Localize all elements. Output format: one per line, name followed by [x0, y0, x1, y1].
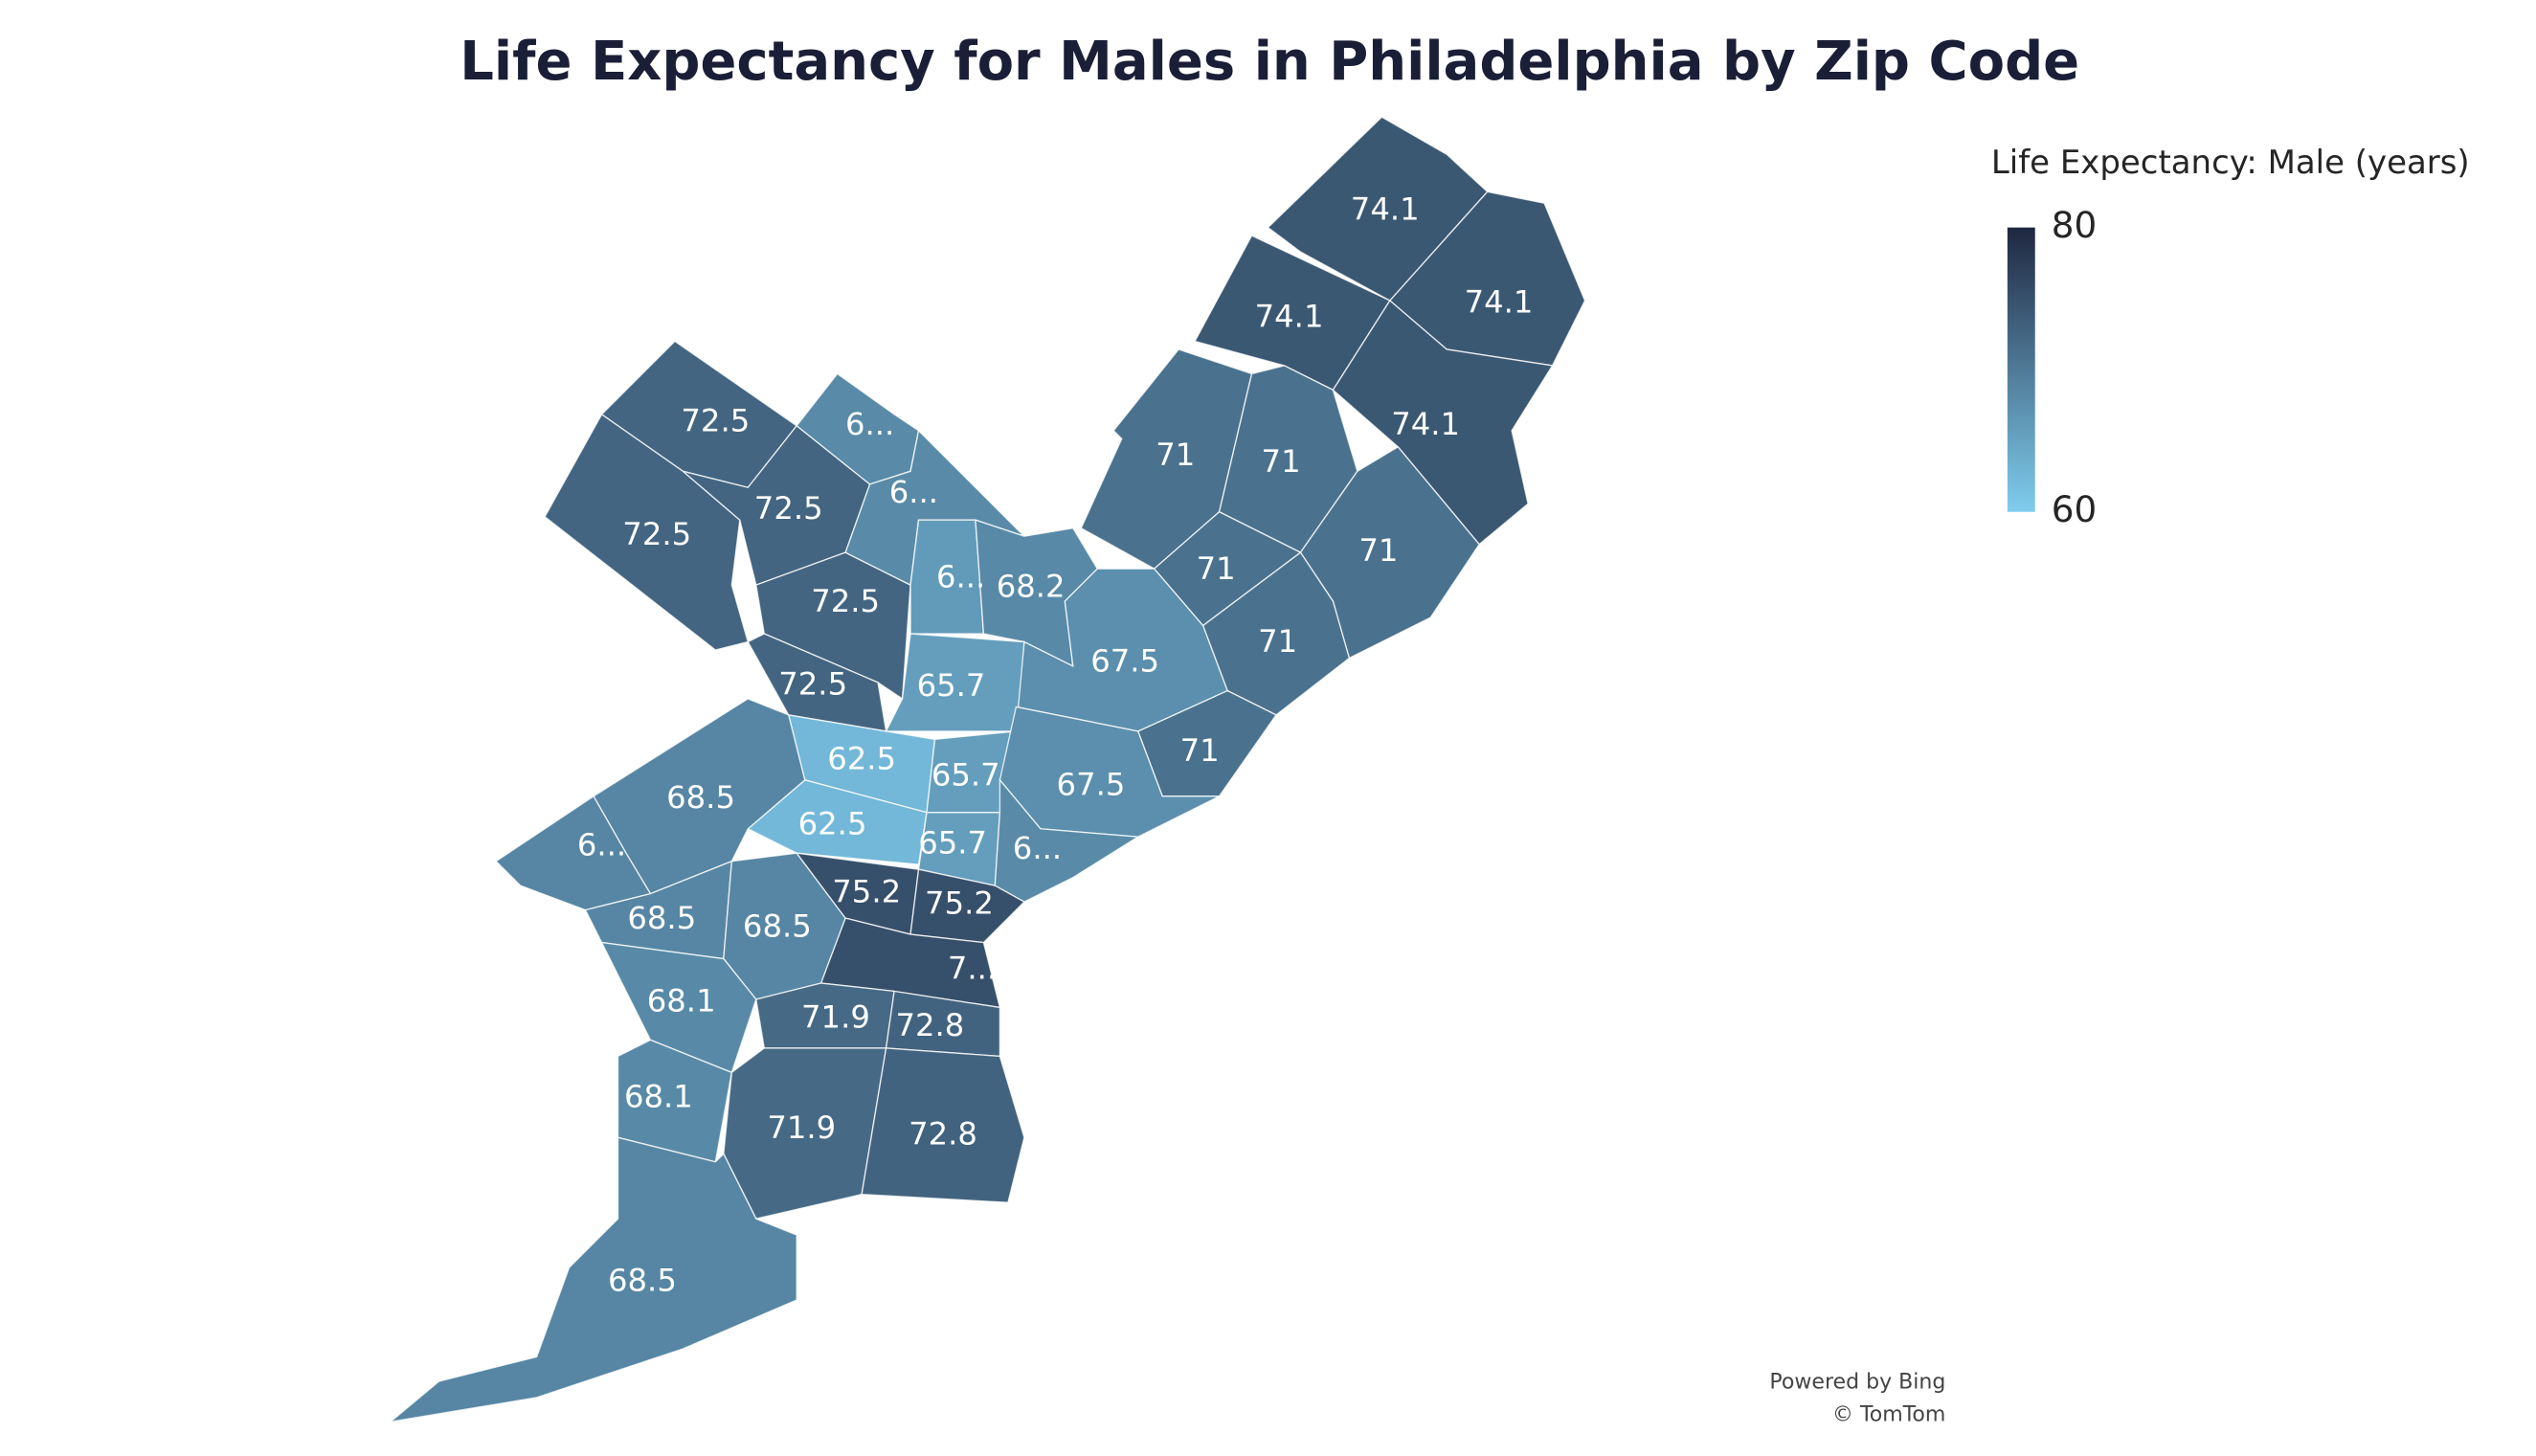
region-label: 71	[1197, 550, 1236, 587]
zip-region	[617, 1039, 733, 1163]
region-label: 68.5	[743, 907, 812, 944]
zip-region	[1015, 568, 1228, 732]
region-label: 6...	[889, 474, 938, 510]
region-label: 71	[1180, 732, 1220, 769]
zip-region	[885, 633, 1025, 732]
region-label: 6...	[845, 406, 894, 442]
region-label: 74.1	[1351, 191, 1420, 228]
region-label: 6...	[1013, 830, 1062, 866]
region-label: 72.5	[681, 402, 750, 438]
legend-gradient	[2007, 227, 2035, 512]
region-label: 71.9	[801, 998, 870, 1035]
region-label: 65.7	[917, 667, 986, 704]
zip-region	[600, 941, 757, 1074]
legend-tick-label: 80	[2052, 204, 2098, 246]
region-label: 62.5	[827, 740, 896, 776]
zip-region	[747, 633, 887, 732]
region-label: 68.5	[627, 900, 696, 936]
region-label: 71	[1156, 437, 1195, 473]
region-label: 72.8	[896, 1007, 965, 1043]
regions	[388, 116, 1586, 1423]
region-label: 74.1	[1391, 406, 1460, 442]
region-label: 68.1	[624, 1079, 693, 1115]
region-label: 68.2	[997, 569, 1066, 605]
region-label: 71	[1358, 532, 1398, 569]
region-label: 67.5	[1057, 767, 1126, 803]
legend-title: Life Expectancy: Male (years)	[1991, 144, 2470, 182]
zip-region	[388, 1136, 797, 1423]
zip-region	[909, 519, 985, 635]
region-label: 62.5	[798, 805, 867, 841]
region-label: 72.5	[811, 583, 880, 619]
region-label: 68.5	[608, 1262, 677, 1298]
legend-tick-label: 60	[2052, 488, 2098, 530]
region-label: 72.5	[622, 516, 691, 552]
region-label: 75.2	[925, 885, 994, 922]
zip-region	[861, 1047, 1025, 1203]
region-label: 74.1	[1255, 299, 1324, 335]
zip-region	[909, 868, 1025, 944]
region-label: 6...	[577, 826, 626, 862]
region-label: 6...	[936, 558, 985, 594]
attribution: Powered by Bing	[1769, 1371, 1945, 1395]
region-label: 72.5	[778, 665, 847, 702]
region-label: 72.8	[909, 1116, 977, 1153]
region-label: 68.1	[647, 982, 716, 1019]
region-label: 65.7	[931, 756, 1000, 793]
labels: 74.1 74.1 74.1 74.1 71 71 71 71 71 71 72.5 72.5 72.5…	[577, 191, 1534, 1299]
zip-region	[544, 413, 750, 651]
region-label: 71	[1258, 623, 1297, 660]
region-label: 68.5	[666, 779, 735, 816]
region-label: 65.7	[918, 825, 987, 862]
zip-region	[994, 777, 1140, 903]
attribution: © TomTom	[1832, 1403, 1945, 1427]
region-label: 72.5	[754, 490, 823, 526]
region-label: 67.5	[1090, 643, 1159, 680]
region-label: 75.2	[832, 874, 901, 910]
region-label: 74.1	[1465, 283, 1534, 320]
region-label: 71.9	[767, 1109, 836, 1146]
map-title: Life Expectancy for Males in Philadelphi…	[460, 31, 2079, 93]
region-label: 71	[1262, 443, 1301, 480]
region-label: 7...	[948, 950, 997, 986]
